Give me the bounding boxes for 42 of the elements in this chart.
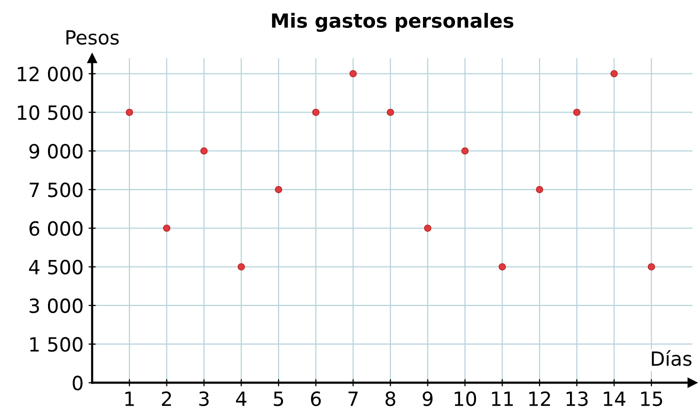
point bbox=[498, 263, 506, 270]
chart-title: Mis gastos personales bbox=[272, 12, 514, 32]
y-tick-label: 4 500 bbox=[29, 260, 83, 274]
point bbox=[461, 147, 469, 155]
x-tick-label: 15 bbox=[641, 392, 662, 406]
x-tick-label: 14 bbox=[604, 392, 626, 406]
point bbox=[386, 108, 394, 116]
point bbox=[274, 186, 282, 194]
point bbox=[200, 147, 208, 155]
x-tick-label: 9 bbox=[422, 391, 433, 406]
x-tick-label: 3 bbox=[199, 391, 209, 406]
x-axis-title: Días bbox=[652, 350, 692, 366]
point bbox=[573, 108, 580, 116]
y-tick-label: 7 500 bbox=[30, 182, 83, 198]
y-tick-label: 3 000 bbox=[30, 298, 83, 314]
y-tick-label: 10 500 bbox=[18, 105, 83, 120]
point bbox=[312, 108, 320, 116]
point bbox=[648, 263, 656, 270]
point bbox=[238, 263, 245, 270]
point bbox=[126, 108, 134, 116]
x-tick-label: 6 bbox=[311, 391, 321, 406]
point bbox=[610, 70, 618, 78]
y-tick-label: 9 000 bbox=[29, 144, 83, 159]
point bbox=[536, 186, 544, 194]
x-tick-label: 4 bbox=[236, 392, 246, 406]
x-tick-label: 13 bbox=[566, 391, 588, 406]
y-tick-label: 1 500 bbox=[30, 337, 83, 352]
y-tick-label: 12 000 bbox=[18, 66, 83, 82]
x-tick-label: 10 bbox=[454, 391, 476, 406]
x-tick-label: 5 bbox=[274, 392, 284, 406]
x-tick-label: 7 bbox=[348, 392, 358, 406]
x-tick-label: 8 bbox=[386, 391, 396, 406]
point bbox=[350, 70, 357, 78]
x-tick-label: 12 bbox=[529, 391, 550, 406]
x-tick-label: 2 bbox=[162, 391, 171, 406]
y-tick-label: 0 bbox=[72, 376, 83, 390]
x-tick-label: 1 bbox=[125, 392, 134, 406]
y-axis-title: Pesos bbox=[66, 30, 119, 45]
point bbox=[163, 224, 170, 232]
x-tick-label: 11 bbox=[492, 392, 513, 406]
y-tick-label: 6 000 bbox=[29, 221, 83, 236]
point bbox=[424, 224, 432, 232]
